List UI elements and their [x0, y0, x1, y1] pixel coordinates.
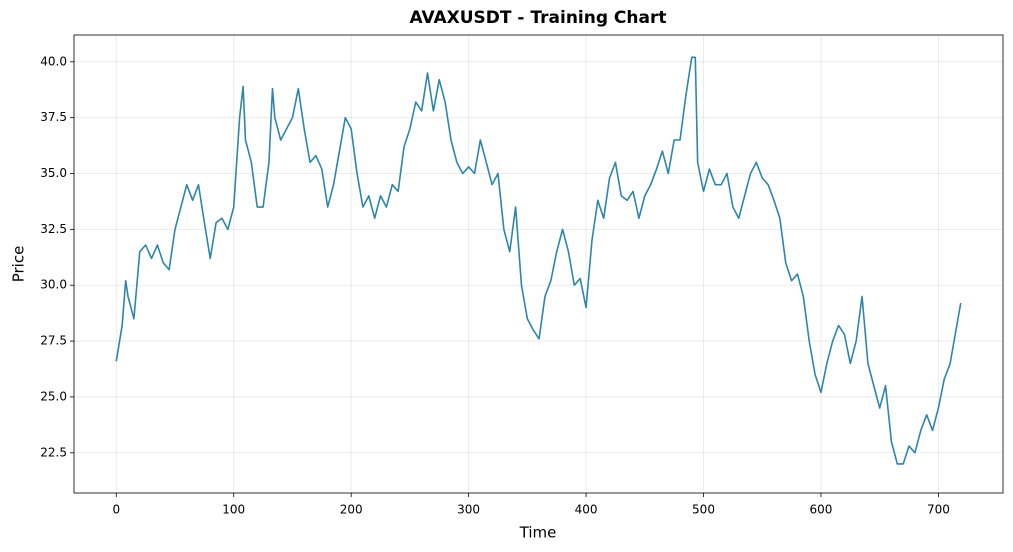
- y-tick-label: 32.5: [40, 222, 67, 236]
- x-tick-label: 100: [222, 503, 245, 517]
- x-tick-label: 0: [112, 503, 120, 517]
- x-tick-label: 300: [457, 503, 480, 517]
- chart-title: AVAXUSDT - Training Chart: [409, 8, 666, 28]
- x-tick-label: 400: [575, 503, 598, 517]
- y-tick-label: 37.5: [40, 110, 67, 124]
- y-tick-label: 30.0: [40, 278, 67, 292]
- price-line: [115, 56, 962, 465]
- x-tick-label: 200: [340, 503, 363, 517]
- y-tick-label: 35.0: [40, 166, 67, 180]
- x-tick-label: 600: [810, 503, 833, 517]
- y-axis-label: Price: [10, 246, 28, 283]
- x-tick-label: 500: [692, 503, 715, 517]
- y-tick-label: 25.0: [40, 389, 67, 403]
- y-tick-label: 22.5: [40, 445, 67, 459]
- x-axis-label: Time: [519, 524, 557, 542]
- plot-frame: [73, 34, 1004, 494]
- y-tick-label: 40.0: [40, 54, 67, 68]
- y-tick-label: 27.5: [40, 334, 67, 348]
- x-tick-label: 700: [927, 503, 950, 517]
